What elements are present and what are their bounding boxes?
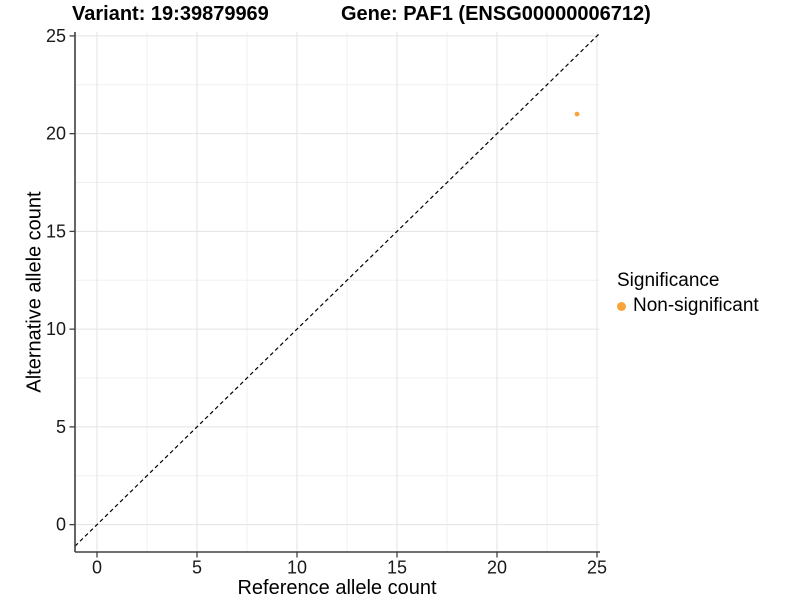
x-tick-label: 25 [587,558,607,578]
identity-reference-line [74,33,600,547]
x-tick-label: 15 [387,558,407,578]
x-axis-title: Reference allele count [237,577,437,599]
y-tick-label: 15 [46,221,66,241]
plot-title-variant: Variant: 19:39879969 [72,3,269,25]
plot-title-gene: Gene: PAF1 (ENSG00000006712) [341,3,651,25]
y-tick-label: 0 [56,515,66,535]
y-tick-label: 25 [46,26,66,46]
legend-key-dot-icon [617,301,626,311]
x-tick-label: 0 [92,558,102,578]
legend: Significance Non-significant [616,270,759,317]
x-tick-label: 10 [287,558,307,578]
x-tick-label: 5 [192,558,202,578]
y-tick-label: 20 [46,124,66,144]
x-tick-label: 20 [487,558,507,578]
data-point [574,111,580,117]
legend-item: Non-significant [616,295,759,317]
y-tick-label: 10 [46,319,66,339]
legend-title: Significance [617,270,720,291]
legend-item-label: Non-significant [633,295,759,316]
y-tick-label: 5 [56,417,66,437]
